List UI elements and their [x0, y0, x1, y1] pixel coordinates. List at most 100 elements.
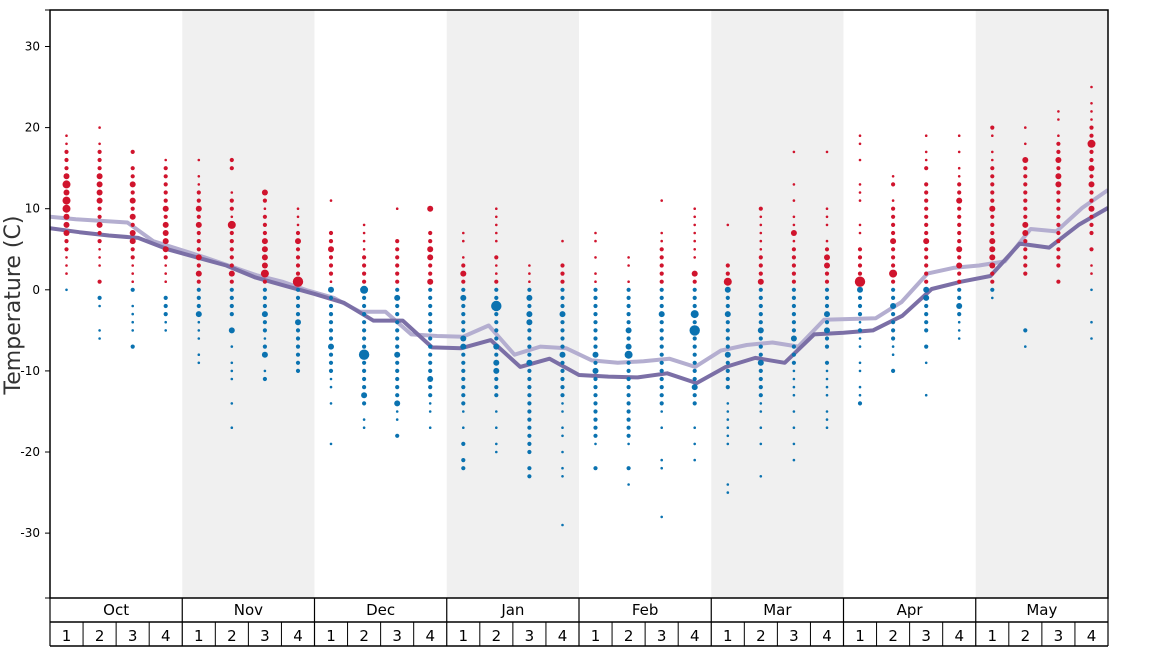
data-point [1056, 247, 1061, 252]
data-point [1024, 142, 1027, 146]
data-point [295, 271, 301, 276]
data-point [725, 328, 730, 333]
data-point [494, 320, 499, 325]
data-point [824, 254, 830, 261]
data-point [229, 239, 234, 244]
data-point [493, 367, 500, 374]
data-point [262, 303, 267, 309]
data-point [461, 458, 466, 463]
data-point [659, 255, 664, 260]
data-point [163, 174, 168, 179]
data-point [790, 230, 797, 236]
data-point [229, 230, 234, 236]
data-point [956, 197, 963, 204]
data-point [394, 294, 401, 301]
data-point [792, 183, 796, 186]
data-point [428, 344, 433, 349]
data-point [659, 360, 664, 365]
data-point [825, 215, 829, 219]
data-point [824, 336, 830, 341]
data-point [690, 310, 699, 319]
week-label: 3 [525, 627, 535, 645]
data-point [262, 320, 267, 325]
data-point [924, 182, 929, 187]
data-point [825, 418, 829, 421]
data-point [329, 385, 333, 389]
week-label: 2 [492, 627, 502, 645]
data-point [428, 271, 433, 276]
data-point [328, 360, 334, 365]
data-point [328, 239, 334, 244]
data-point [659, 247, 664, 252]
data-point [824, 279, 830, 284]
data-point [759, 231, 763, 235]
data-point [98, 337, 101, 340]
data-point [197, 183, 201, 186]
data-point [395, 303, 400, 309]
data-point [957, 175, 961, 178]
data-point [98, 126, 101, 129]
data-point [362, 344, 367, 349]
data-point [162, 246, 169, 253]
data-point [660, 426, 663, 430]
data-point [230, 215, 234, 219]
data-point [229, 263, 234, 268]
data-point [96, 221, 103, 228]
data-point [1022, 230, 1029, 236]
data-point [1056, 198, 1061, 203]
y-tick-label: -10 [20, 364, 40, 378]
data-point [261, 262, 268, 269]
data-point [593, 336, 598, 341]
data-point [759, 239, 763, 243]
data-point [229, 295, 234, 300]
data-point [230, 345, 234, 348]
data-point [395, 360, 400, 365]
data-point [229, 312, 234, 317]
data-point [692, 368, 697, 373]
week-label: 2 [624, 627, 634, 645]
data-point [957, 166, 961, 170]
data-point [527, 385, 532, 390]
data-point [395, 385, 400, 390]
data-point [592, 351, 599, 358]
data-point [395, 287, 400, 292]
data-point [131, 272, 134, 275]
data-point [825, 150, 829, 154]
data-point [428, 426, 432, 430]
data-point [659, 344, 664, 349]
data-point [693, 207, 696, 210]
data-point [1090, 337, 1093, 340]
data-point [197, 361, 201, 365]
data-point [825, 223, 829, 227]
data-point [858, 223, 862, 227]
data-point [957, 255, 962, 260]
data-point [627, 280, 630, 284]
data-point [163, 182, 168, 187]
data-point [164, 158, 167, 162]
data-point [1023, 271, 1028, 276]
data-point [295, 344, 301, 349]
data-point [63, 213, 70, 220]
data-point [329, 402, 333, 405]
data-point [723, 277, 732, 286]
data-point [757, 278, 764, 285]
data-point [1056, 239, 1061, 244]
data-point [494, 393, 499, 398]
data-point [659, 263, 664, 268]
data-point [792, 215, 796, 219]
data-point [990, 166, 995, 171]
data-point [692, 360, 697, 365]
data-point [891, 182, 896, 187]
y-tick-label: 10 [25, 202, 40, 216]
data-point [394, 400, 401, 407]
data-point [858, 183, 862, 186]
data-point [461, 287, 466, 292]
data-point [230, 361, 234, 365]
data-point [228, 327, 235, 334]
data-point [65, 288, 68, 292]
data-point [395, 328, 400, 333]
data-point [1024, 345, 1027, 348]
data-point [759, 426, 763, 430]
data-point [1090, 264, 1093, 267]
data-point [726, 483, 730, 486]
